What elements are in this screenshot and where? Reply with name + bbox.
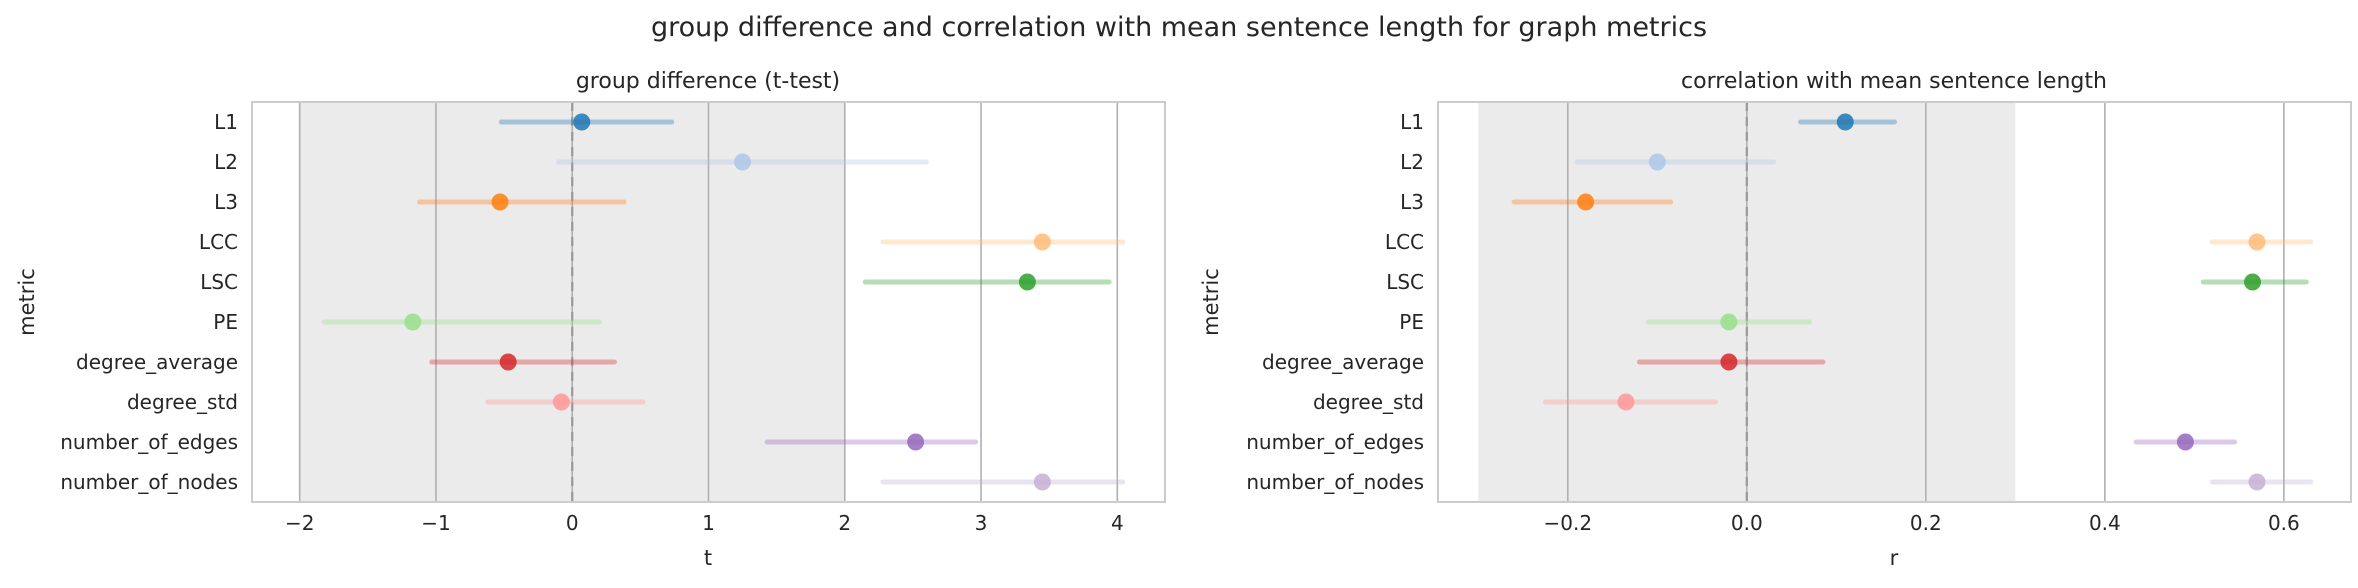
correlation-y-axis-label: metric — [1199, 268, 1223, 336]
t-test-x-tick-label: −1 — [421, 511, 450, 535]
correlation-x-tick-label: 0.2 — [1910, 511, 1942, 535]
correlation-y-tick-label: degree_average — [1262, 350, 1424, 374]
t-test-x-tick-label: 4 — [1111, 511, 1124, 535]
correlation-x-axis-label: r — [1890, 546, 1899, 570]
t-test-panel: group difference (t-test) metric t −2 −1 0… — [15, 69, 1166, 570]
figure-title: group difference and correlation with me… — [651, 12, 1707, 43]
t-test-y-axis-label: metric — [15, 268, 39, 336]
correlation-y-tick-label: LCC — [1385, 230, 1424, 254]
t-test-point — [404, 313, 422, 331]
t-test-point — [491, 193, 509, 211]
t-test-x-tick-label: 0 — [566, 511, 579, 535]
correlation-x-tick-label: 0.6 — [2268, 511, 2300, 535]
t-test-y-tick-label: number_of_edges — [60, 430, 238, 454]
correlation-point — [2176, 433, 2194, 451]
correlation-point — [1577, 193, 1595, 211]
correlation-x-tick-label: −0.2 — [1544, 511, 1593, 535]
correlation-point — [1836, 113, 1854, 131]
correlation-point — [1720, 353, 1738, 371]
t-test-plot-frame — [251, 101, 1166, 503]
t-test-point — [1033, 473, 1051, 491]
t-test-x-tick-label: 1 — [702, 511, 715, 535]
t-test-point — [1018, 273, 1036, 291]
t-test-x-axis-label: t — [704, 546, 712, 570]
correlation-point — [1648, 153, 1666, 171]
correlation-point — [2244, 273, 2262, 291]
t-test-x-tick-label: −2 — [285, 511, 314, 535]
t-test-y-tick-label: L2 — [214, 150, 238, 174]
correlation-y-tick-label: PE — [1399, 310, 1424, 334]
correlation-point — [2248, 233, 2266, 251]
t-test-y-tick-label: L3 — [214, 190, 238, 214]
correlation-y-tick-label: L1 — [1400, 110, 1424, 134]
correlation-y-tick-label: L2 — [1400, 150, 1424, 174]
t-test-y-tick-label: PE — [213, 310, 238, 334]
t-test-x-tick-label: 2 — [838, 511, 851, 535]
t-test-y-tick-label: degree_average — [76, 350, 238, 374]
correlation-point — [1720, 313, 1738, 331]
correlation-x-tick-label: 0.0 — [1731, 511, 1763, 535]
correlation-panel-title: correlation with mean sentence length — [1681, 69, 2107, 94]
correlation-y-tick-label: number_of_nodes — [1246, 470, 1424, 494]
t-test-point — [907, 433, 925, 451]
correlation-point — [2248, 473, 2266, 491]
correlation-x-tick-label: 0.4 — [2089, 511, 2121, 535]
t-test-y-tick-label: LCC — [199, 230, 238, 254]
t-test-x-tick-label: 3 — [975, 511, 988, 535]
correlation-plot-frame — [1437, 101, 2352, 503]
t-test-point — [552, 393, 570, 411]
t-test-y-tick-label: L1 — [214, 110, 238, 134]
t-test-y-tick-label: number_of_nodes — [60, 470, 238, 494]
correlation-point — [1617, 393, 1635, 411]
correlation-y-tick-label: L3 — [1400, 190, 1424, 214]
t-test-panel-title: group difference (t-test) — [576, 69, 840, 94]
correlation-panel: correlation with mean sentence length me… — [1199, 69, 2352, 570]
t-test-y-tick-label: LSC — [200, 270, 238, 294]
correlation-y-tick-label: number_of_edges — [1246, 430, 1424, 454]
t-test-point — [499, 353, 517, 371]
correlation-y-tick-label: degree_std — [1313, 390, 1424, 414]
t-test-point — [734, 153, 752, 171]
t-test-y-tick-label: degree_std — [127, 390, 238, 414]
correlation-y-tick-label: LSC — [1386, 270, 1424, 294]
t-test-point — [573, 113, 591, 131]
t-test-point — [1033, 233, 1051, 251]
